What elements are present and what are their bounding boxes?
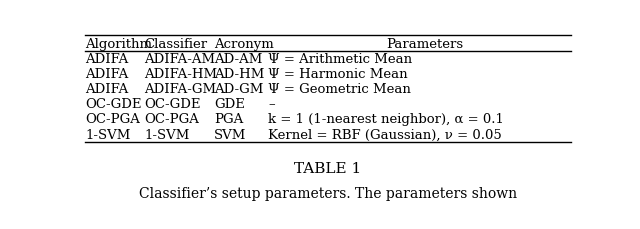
Text: AD-AM: AD-AM <box>214 52 262 65</box>
Text: 1-SVM: 1-SVM <box>145 128 190 141</box>
Text: OC-PGA: OC-PGA <box>85 113 140 126</box>
Text: 1-SVM: 1-SVM <box>85 128 131 141</box>
Text: OC-PGA: OC-PGA <box>145 113 199 126</box>
Text: GDE: GDE <box>214 98 244 111</box>
Text: ADIFA-HM: ADIFA-HM <box>145 68 218 81</box>
Text: ADIFA: ADIFA <box>85 68 128 81</box>
Text: ADIFA: ADIFA <box>85 83 128 96</box>
Text: –: – <box>269 98 275 111</box>
Text: ADIFA: ADIFA <box>85 52 128 65</box>
Text: k = 1 (1-nearest neighbor), α = 0.1: k = 1 (1-nearest neighbor), α = 0.1 <box>269 113 504 126</box>
Text: Algorithm: Algorithm <box>85 37 152 50</box>
Text: Ψ = Arithmetic Mean: Ψ = Arithmetic Mean <box>269 52 413 65</box>
Text: PGA: PGA <box>214 113 243 126</box>
Text: OC-GDE: OC-GDE <box>85 98 141 111</box>
Text: ADIFA-AM: ADIFA-AM <box>145 52 216 65</box>
Text: Ψ = Geometric Mean: Ψ = Geometric Mean <box>269 83 412 96</box>
Text: OC-GDE: OC-GDE <box>145 98 201 111</box>
Text: AD-GM: AD-GM <box>214 83 263 96</box>
Text: Parameters: Parameters <box>386 37 463 50</box>
Text: Kernel = RBF (Gaussian), ν = 0.05: Kernel = RBF (Gaussian), ν = 0.05 <box>269 128 502 141</box>
Text: SVM: SVM <box>214 128 246 141</box>
Text: Ψ = Harmonic Mean: Ψ = Harmonic Mean <box>269 68 408 81</box>
Text: TABLE 1: TABLE 1 <box>294 162 362 175</box>
Text: Acronym: Acronym <box>214 37 274 50</box>
Text: AD-HM: AD-HM <box>214 68 264 81</box>
Text: ADIFA-GM: ADIFA-GM <box>145 83 216 96</box>
Text: Classifier’s setup parameters. The parameters shown: Classifier’s setup parameters. The param… <box>139 186 517 200</box>
Text: Classifier: Classifier <box>145 37 207 50</box>
